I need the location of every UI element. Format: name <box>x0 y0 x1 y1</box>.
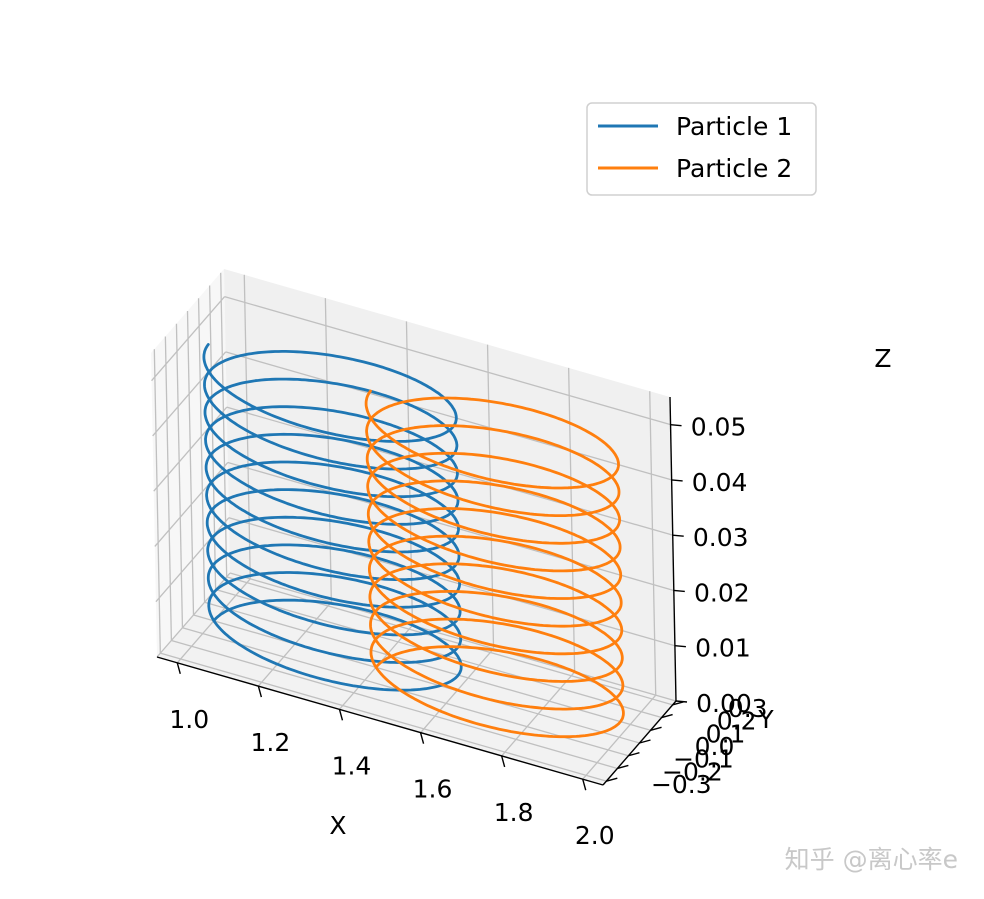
x-tick-label: 1.6 <box>413 775 453 804</box>
y-grid-floor <box>171 639 618 770</box>
z-axis-line <box>669 396 677 702</box>
series-line-particle-1 <box>202 343 463 692</box>
legend: Particle 1 Particle 2 <box>586 102 817 196</box>
y-tick-mark <box>628 752 640 757</box>
y-tick-label: −0.2 <box>662 757 723 786</box>
z-tick-label: 0.05 <box>691 413 747 442</box>
z-grid-back <box>226 406 673 536</box>
x-grid-back <box>405 321 414 626</box>
x-tick-mark <box>419 732 425 744</box>
y-tick-label: 0.3 <box>728 694 768 723</box>
y-grid-floor <box>160 652 607 782</box>
x-tick-label: 1.2 <box>250 728 290 757</box>
z-tick-mark <box>675 700 688 703</box>
z-tick-mark <box>671 479 683 482</box>
series-group <box>202 343 625 739</box>
x-tick-mark <box>338 709 344 721</box>
x-axis-label: X <box>329 811 346 840</box>
x-tick-mark <box>176 662 181 675</box>
y-tick-label: −0.1 <box>673 745 734 774</box>
y-tick-mark <box>617 764 629 770</box>
z-grid-left <box>151 296 226 382</box>
y-tick-label: −0.3 <box>651 770 712 799</box>
y-tick-label: 0.0 <box>695 732 735 761</box>
axis-lines <box>156 396 688 791</box>
legend-label-particle-2: Particle 2 <box>676 154 792 183</box>
watermark-text: 知乎 @离心率e <box>785 845 958 874</box>
x-tick-label: 1.4 <box>332 751 372 780</box>
x-grid-back <box>324 298 333 603</box>
y-axis-label: Y <box>757 705 774 734</box>
x-tick-label: 1.0 <box>169 705 209 734</box>
x-tick-mark <box>257 685 263 698</box>
x-tick-label: 2.0 <box>575 821 615 850</box>
z-tick-label: 0.04 <box>692 468 748 497</box>
series-line-particle-2 <box>364 389 625 739</box>
y-tick-label: 0.1 <box>706 719 746 748</box>
z-grid-back <box>227 461 674 592</box>
legend-label-particle-1: Particle 1 <box>676 112 792 141</box>
z-grid-back <box>225 351 672 481</box>
z-grid-back <box>224 296 671 426</box>
z-grid-back <box>228 517 676 647</box>
y-tick-mark <box>650 726 662 731</box>
z-tick-label: 0.02 <box>694 578 750 607</box>
z-tick-mark <box>674 645 686 648</box>
z-axis-label: Z <box>874 344 891 373</box>
z-tick-mark <box>672 534 684 537</box>
x-grid-back <box>649 391 657 696</box>
x-grid-back <box>243 274 251 579</box>
y-grid-left <box>164 336 173 641</box>
tick-labels: 1.01.21.41.61.82.0−0.3−0.2−0.10.00.10.20… <box>169 413 767 851</box>
z-tick-label: 0.03 <box>693 523 749 552</box>
x-grid-back <box>567 367 576 672</box>
x-tick-mark <box>582 778 587 791</box>
z-tick-label: 0.01 <box>695 634 751 663</box>
z-tick-label: 0.00 <box>696 689 752 718</box>
y-tick-mark <box>661 713 673 719</box>
x-axis-line <box>156 656 604 786</box>
y-grid-left <box>197 298 206 603</box>
y-grid-left <box>175 323 184 628</box>
y-grid-floor <box>182 627 629 757</box>
y-grid-floor <box>193 614 640 744</box>
y-grid-left <box>186 310 195 616</box>
z-tick-mark <box>673 589 685 593</box>
y-tick-mark <box>639 739 651 744</box>
x-tick-label: 1.8 <box>494 798 534 827</box>
grid-lines <box>151 272 677 782</box>
y-tick-mark <box>606 777 618 782</box>
z-tick-mark <box>670 423 682 427</box>
z-grid-back <box>229 572 677 702</box>
y-tick-label: 0.2 <box>717 707 757 736</box>
y-grid-floor <box>215 588 662 719</box>
x-tick-mark <box>500 755 506 768</box>
x-grid-back <box>486 344 495 649</box>
y-grid-left <box>153 349 161 654</box>
y-tick-mark <box>672 701 684 706</box>
